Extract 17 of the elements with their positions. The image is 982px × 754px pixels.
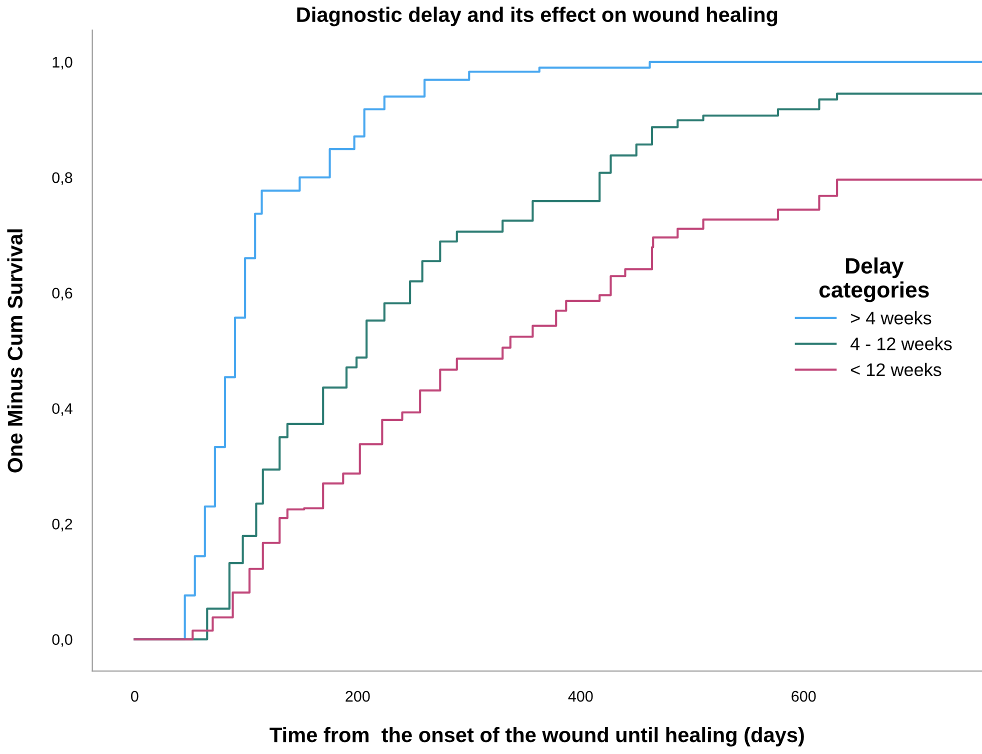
x-tick-label: 600 (792, 690, 816, 702)
y-tick-label: 0,2 (52, 518, 72, 532)
x-tick-label: 200 (346, 690, 370, 702)
x-axis-title: Time from the onset of the wound until healing (days) (270, 726, 804, 746)
y-tick-label: 0,6 (52, 288, 72, 300)
legend-label: < 12 weeks (850, 362, 942, 376)
y-tick-label: 0,0 (52, 634, 72, 647)
legend-label: > 4 weeks (850, 311, 932, 324)
x-tick-label: 0 (131, 690, 138, 702)
y-tick-label: 0,8 (52, 172, 72, 185)
legend-title: Delay categories (819, 257, 929, 302)
y-axis-title: One Minus Cum Survival (7, 229, 23, 472)
y-tick-label: 0,4 (52, 403, 72, 416)
legend-label: 4 - 12 weeks (850, 337, 952, 350)
x-tick-label: 400 (568, 690, 593, 702)
chart-title: Diagnostic delay and its effect on wound healing (297, 6, 778, 26)
y-tick-label: 1,0 (52, 56, 72, 70)
